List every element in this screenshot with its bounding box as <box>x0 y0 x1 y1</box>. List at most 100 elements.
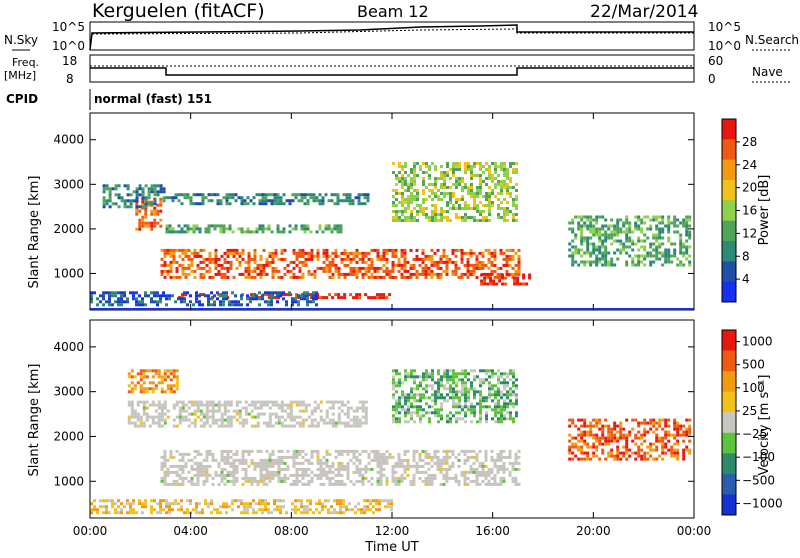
heatmap-cell <box>150 291 153 295</box>
heatmap-cell <box>372 505 375 509</box>
heatmap-cell <box>425 411 428 415</box>
heatmap-cell <box>466 449 470 453</box>
heatmap-cell <box>166 467 170 471</box>
heatmap-cell <box>274 470 278 474</box>
heatmap-cell <box>279 294 282 298</box>
heatmap-cell <box>637 227 641 231</box>
heatmap-cell <box>241 272 245 276</box>
heatmap-cell <box>485 219 488 222</box>
heatmap-cell <box>166 269 170 273</box>
heatmap-cell <box>265 449 269 453</box>
heatmap-cell <box>193 412 197 416</box>
heatmap-cell <box>328 266 332 270</box>
heatmap-cell <box>139 369 143 373</box>
heatmap-cell <box>601 442 605 446</box>
heatmap-cell <box>295 263 299 267</box>
heatmap-cell <box>258 227 262 231</box>
heatmap-cell <box>461 384 464 388</box>
heatmap-cell <box>355 296 359 300</box>
heatmap-cell <box>163 449 167 453</box>
heatmap-cell <box>413 198 416 201</box>
heatmap-cell <box>333 508 336 512</box>
heatmap-cell <box>102 187 106 191</box>
heatmap-cell <box>390 499 393 503</box>
heatmap-cell <box>285 300 288 304</box>
heatmap-cell <box>479 420 482 424</box>
heatmap-cell <box>604 254 608 258</box>
heatmap-cell <box>357 502 360 506</box>
heatmap-cell <box>241 406 245 410</box>
heatmap-cell <box>493 257 497 261</box>
heatmap-cell <box>661 457 665 461</box>
heatmap-cell <box>413 399 416 403</box>
heatmap-cell <box>503 399 506 403</box>
heatmap-cell <box>667 236 671 240</box>
heatmap-cell <box>192 224 196 228</box>
heatmap-cell <box>163 455 167 459</box>
colorbar-swatch <box>722 432 736 454</box>
heatmap-cell <box>403 257 407 261</box>
heatmap-cell <box>505 269 509 273</box>
heatmap-cell <box>376 269 380 273</box>
heatmap-cell <box>574 245 578 249</box>
heatmap-cell <box>333 227 337 231</box>
heatmap-cell <box>222 505 225 509</box>
heatmap-cell <box>424 275 428 279</box>
heatmap-cell <box>431 204 434 207</box>
heatmap-region-0 <box>160 449 521 486</box>
heatmap-cell <box>159 203 163 207</box>
heatmap-cell <box>413 180 416 183</box>
heatmap-cell <box>220 412 224 416</box>
heatmap-cell <box>376 266 380 270</box>
heatmap-cell <box>664 257 668 261</box>
heatmap-cell <box>370 272 374 276</box>
heatmap-cell <box>392 189 395 192</box>
heatmap-cell <box>643 457 647 461</box>
heatmap-cell <box>404 201 407 204</box>
heatmap-cell <box>655 421 659 425</box>
heatmap-cell <box>517 266 521 270</box>
heatmap-cell <box>310 479 314 483</box>
heatmap-cell <box>298 254 302 258</box>
heatmap-cell <box>478 464 482 468</box>
heatmap-cell <box>601 251 605 255</box>
heatmap-cell <box>328 254 332 258</box>
heatmap-cell <box>181 403 185 407</box>
heatmap-cell <box>211 452 215 456</box>
heatmap-cell <box>595 454 599 458</box>
heatmap-cell <box>234 499 237 503</box>
heatmap-cell <box>223 482 227 486</box>
heatmap-cell <box>246 230 250 234</box>
heatmap-cell <box>390 505 393 509</box>
heatmap-cell <box>574 233 578 237</box>
heatmap-cell <box>247 449 251 453</box>
heatmap-cell <box>259 403 263 407</box>
heatmap-cell <box>484 452 488 456</box>
heatmap-cell <box>144 505 147 509</box>
heatmap-cell <box>336 227 340 231</box>
heatmap-cell <box>398 420 401 424</box>
heatmap-cell <box>616 445 620 449</box>
heatmap-cell <box>604 233 608 237</box>
heatmap-cell <box>208 449 212 453</box>
heatmap-cell <box>407 183 410 186</box>
heatmap-cell <box>619 251 623 255</box>
heatmap-cell <box>273 202 277 206</box>
heatmap-cell <box>175 403 179 407</box>
heatmap-cell <box>511 479 515 483</box>
heatmap-cell <box>162 196 166 200</box>
heatmap-cell <box>225 199 229 203</box>
heatmap-cell <box>160 269 164 273</box>
cpid-label: CPID <box>6 92 38 106</box>
heatmap-cell <box>322 455 326 459</box>
heatmap-cell <box>428 189 431 192</box>
heatmap-cell <box>292 400 296 404</box>
heatmap-cell <box>282 297 285 301</box>
heatmap-cell <box>256 272 260 276</box>
heatmap-cell <box>512 201 515 204</box>
heatmap-cell <box>255 297 258 301</box>
heatmap-cell <box>256 406 260 410</box>
heatmap-cell <box>685 224 689 228</box>
heatmap-cell <box>382 254 386 258</box>
heatmap-cell <box>343 293 347 297</box>
